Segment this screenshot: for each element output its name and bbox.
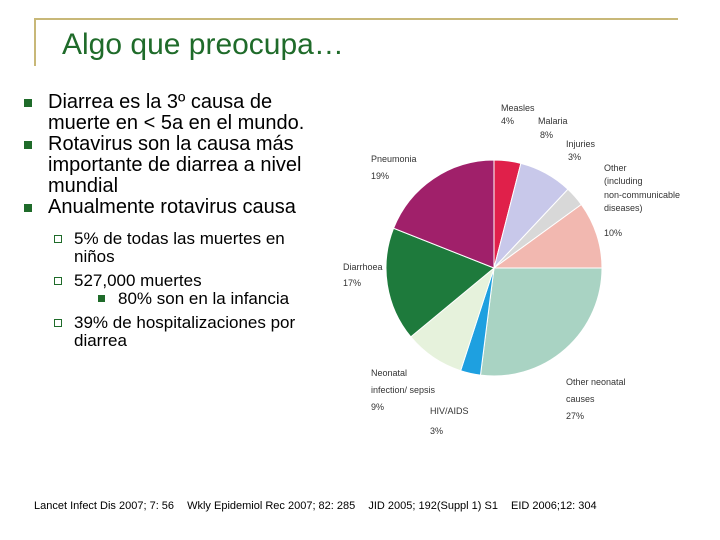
bullet-text: Anualmente rotavirus causa [48,196,296,218]
label-other-neonatal: Other neonatal causes 27% [566,377,628,421]
square-bullet-icon [24,141,32,149]
sub-bullet-text: 527,000 muertes [74,271,202,290]
bullet-item: Diarrea es la 3º causa de muerte en < 5a… [22,92,322,134]
label-diarrhoea: Diarrhoea 17% [343,262,385,288]
reference-item: JID 2005; 192(Suppl 1) S1 [368,500,498,512]
bullet-text: Diarrea es la 3º causa de muerte en < 5a… [48,91,305,134]
sub-bullet-item: 527,000 muertes 80% son en la infancia [54,272,322,308]
bullet-list: Diarrea es la 3º causa de muerte en < 5a… [22,92,322,350]
frame-top-line [34,18,678,20]
pie-slice-7 [385,227,495,338]
hollow-square-bullet-icon [54,277,62,285]
references-line: Lancet Infect Dis 2007; 7: 56 Wkly Epide… [34,500,607,512]
sub-bullet-text: 39% de hospitalizaciones por diarrea [74,313,296,350]
pie-slice-8 [392,159,495,269]
label-injuries: Injuries 3% [566,139,598,162]
bullet-text: Rotavirus son la causa más importante de… [48,133,302,197]
square-bullet-icon [98,295,105,302]
label-hiv-aids: HIV/AIDS 3% [430,406,471,436]
sub-sub-bullet-item: 80% son en la infancia [98,290,322,308]
sub-bullet-item: 5% de todas las muertes en niños [54,230,322,266]
bullet-item: Rotavirus son la causa más importante de… [22,134,322,197]
slide-title: Algo que preocupa… [62,28,344,61]
sub-bullet-item: 39% de hospitalizaciones por diarrea [54,314,322,350]
hollow-square-bullet-icon [54,319,62,327]
hollow-square-bullet-icon [54,235,62,243]
label-measles: Measles 4% [501,103,537,126]
reference-item: EID 2006;12: 304 [511,500,597,512]
sub-sub-bullet-text: 80% son en la infancia [118,289,290,308]
square-bullet-icon [24,99,32,107]
label-neonatal-infection: Neonatal infection/ sepsis 9% [371,368,438,412]
label-pneumonia: Pneumonia 19% [371,154,419,181]
frame-left-line [34,18,36,66]
reference-item: Lancet Infect Dis 2007; 7: 56 [34,500,175,512]
sub-bullet-text: 5% de todas las muertes en niños [74,229,285,266]
label-malaria: Malaria 8% [538,116,570,140]
bullet-item: Anualmente rotavirus causa [22,197,322,218]
pie-slice-4 [479,267,603,377]
label-other: Other (including non-communicable diseas… [604,163,683,238]
square-bullet-icon [24,204,32,212]
reference-item: Wkly Epidemiol Rec 2007; 82: 285 [187,500,356,512]
